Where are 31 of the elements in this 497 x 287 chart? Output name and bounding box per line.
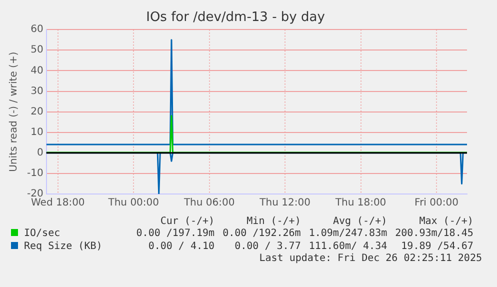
x-tick-label: Wed 18:00 bbox=[30, 198, 85, 209]
y-tick-label: 10 bbox=[30, 126, 44, 138]
text: 0.00 / 4.10 bbox=[147, 240, 216, 253]
legend-label: IO/sec bbox=[23, 227, 62, 240]
y-tick-label: 50 bbox=[30, 44, 44, 56]
text: Cur (-/+) bbox=[159, 216, 216, 227]
y-tick-label: 40 bbox=[30, 65, 44, 76]
text: Min (-/+) bbox=[246, 216, 302, 227]
x-tick-label: Thu 06:00 bbox=[182, 198, 235, 209]
y-tick-label: 30 bbox=[30, 86, 44, 97]
text: 19.89 /54.67 bbox=[400, 240, 474, 253]
y-tick-label: 60 bbox=[30, 24, 44, 36]
y-tick-label: -10 bbox=[26, 168, 44, 180]
y-axis-title: Units read (-) / write (+) bbox=[8, 52, 20, 172]
y-tick-label: 0 bbox=[36, 147, 44, 158]
x-tick-label: Thu 12:00 bbox=[258, 198, 310, 209]
text: 0.00 / 3.77 bbox=[234, 240, 302, 253]
chart-title: IOs for /dev/dm-13 - by day bbox=[146, 10, 326, 26]
text: 111.60m/ 4.34 bbox=[308, 240, 388, 253]
text: 0.00 /192.26m bbox=[222, 227, 302, 240]
text: Last update: Fri Dec 26 02:25:11 2025 bbox=[258, 253, 482, 264]
x-tick-label: Fri 00:00 bbox=[414, 198, 458, 209]
x-tick-label: Thu 18:00 bbox=[334, 198, 386, 209]
y-tick-label: 20 bbox=[30, 106, 44, 118]
text: 1.09m/247.83m bbox=[308, 227, 388, 240]
text: Max (-/+) bbox=[418, 216, 474, 227]
x-tick-label: Thu 00:00 bbox=[107, 198, 160, 209]
legend-label: Req Size (KB) bbox=[23, 240, 104, 253]
text: 200.93m/18.45 bbox=[394, 227, 474, 240]
text: Avg (-/+) bbox=[332, 216, 388, 227]
text: 0.00 /197.19m bbox=[135, 227, 216, 240]
